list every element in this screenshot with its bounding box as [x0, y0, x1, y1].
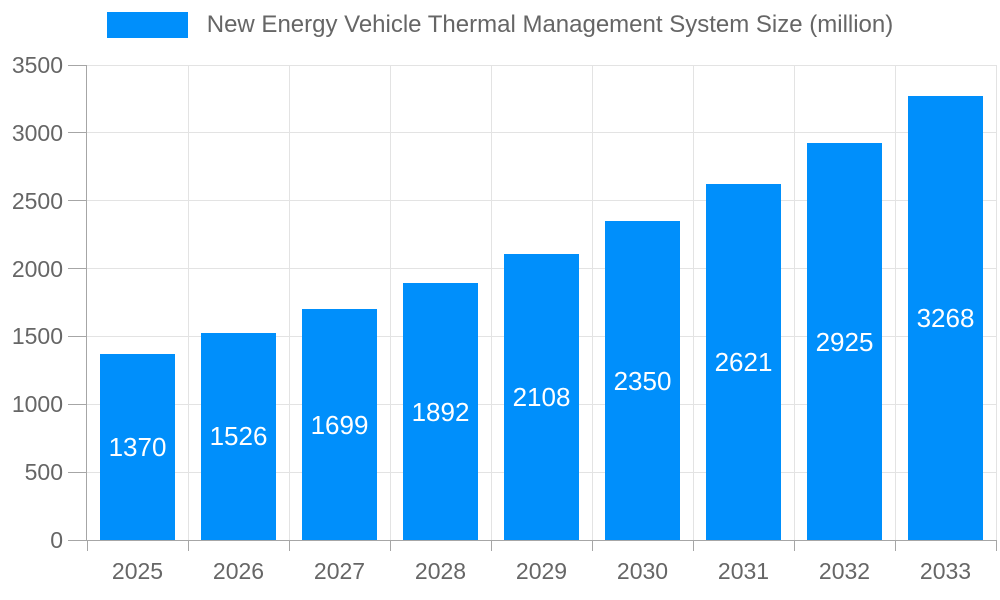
y-axis-line	[86, 65, 87, 541]
x-axis-tick	[490, 540, 492, 551]
x-axis-label-2033: 2033	[919, 558, 972, 584]
x-gridline	[187, 65, 189, 540]
bar-2033[interactable]	[908, 96, 983, 540]
x-axis-tick	[288, 540, 290, 551]
y-axis-tick	[68, 64, 87, 66]
x-gridline	[692, 65, 694, 540]
y-axis-tick	[68, 539, 87, 541]
bar-2029[interactable]	[504, 253, 579, 540]
bar-value-label-2026: 1526	[209, 421, 268, 452]
y-axis-tick	[68, 471, 87, 473]
x-axis-tick	[591, 540, 593, 551]
x-axis-label-2027: 2027	[313, 558, 366, 584]
y-axis-label: 500	[24, 459, 63, 486]
y-axis-tick	[68, 268, 87, 270]
y-gridline	[87, 64, 996, 66]
y-gridline	[87, 132, 996, 134]
x-axis-label-2026: 2026	[212, 558, 265, 584]
y-axis-tick	[68, 200, 87, 202]
y-axis-label: 2500	[11, 187, 63, 214]
bar-2031[interactable]	[706, 184, 781, 540]
bar-value-label-2028: 1892	[411, 396, 470, 427]
x-axis-label-2032: 2032	[818, 558, 871, 584]
x-axis-label-2025: 2025	[111, 558, 164, 584]
legend[interactable]: New Energy Vehicle Thermal Management Sy…	[0, 11, 1000, 39]
x-gridline	[490, 65, 492, 540]
x-axis-tick	[692, 540, 694, 551]
y-axis-label: 3000	[11, 119, 63, 146]
x-gridline	[894, 65, 896, 540]
x-gridline	[288, 65, 290, 540]
bar-2028[interactable]	[403, 283, 478, 540]
x-axis-label-2031: 2031	[717, 558, 770, 584]
bar-2030[interactable]	[605, 221, 680, 540]
bar-value-label-2033: 3268	[916, 303, 975, 334]
bar-value-label-2027: 1699	[310, 409, 369, 440]
x-axis-tick	[894, 540, 896, 551]
y-axis-label: 0	[50, 527, 63, 553]
bar-value-label-2025: 1370	[108, 432, 167, 463]
bar-value-label-2030: 2350	[613, 365, 672, 396]
y-axis-tick	[68, 403, 87, 405]
y-axis-label: 1500	[11, 323, 63, 350]
x-gridline	[591, 65, 593, 540]
x-axis-line	[87, 539, 996, 541]
x-axis-tick	[187, 540, 189, 551]
bar-value-label-2032: 2925	[815, 326, 874, 357]
y-axis-label: 2000	[11, 255, 63, 282]
x-gridline	[995, 65, 997, 540]
y-gridline	[87, 200, 996, 202]
x-axis-label-2030: 2030	[616, 558, 669, 584]
y-axis-label: 1000	[11, 391, 63, 418]
legend-marker-swatch	[106, 12, 188, 38]
x-gridline	[793, 65, 795, 540]
bar-value-label-2031: 2621	[714, 347, 773, 378]
bar-value-label-2029: 2108	[512, 381, 571, 412]
x-axis-tick	[995, 540, 997, 551]
x-axis-label-2028: 2028	[414, 558, 467, 584]
legend-series-label: New Energy Vehicle Thermal Management Sy…	[206, 11, 894, 38]
bar-2026[interactable]	[201, 332, 276, 540]
y-axis-tick	[68, 335, 87, 337]
x-axis-tick	[793, 540, 795, 551]
bar-2025[interactable]	[100, 354, 175, 540]
x-gridline	[389, 65, 391, 540]
bar-2032[interactable]	[807, 143, 882, 540]
y-axis-tick	[68, 132, 87, 134]
y-axis-label: 3500	[11, 52, 63, 78]
bar-2027[interactable]	[302, 309, 377, 540]
x-axis-tick	[389, 540, 391, 551]
x-axis-label-2029: 2029	[515, 558, 568, 584]
x-axis-tick	[86, 540, 88, 551]
